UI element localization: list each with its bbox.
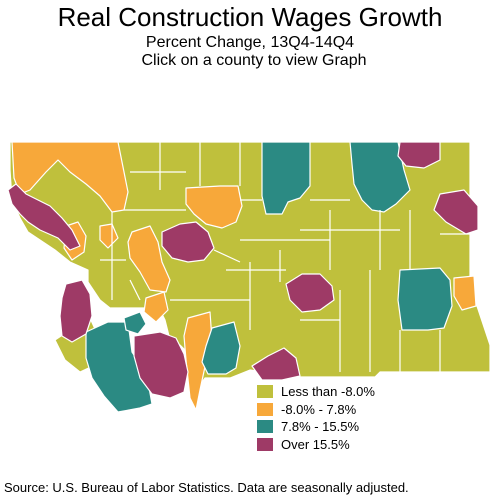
county-purple-sheridan[interactable] <box>397 141 441 169</box>
legend-swatch <box>257 402 273 416</box>
legend-item-7-8-to-15-5: 7.8% - 15.5% <box>257 418 375 436</box>
county-purple-ravalli[interactable] <box>59 279 93 343</box>
county-purple-treasure[interactable] <box>285 273 335 313</box>
county-orange-jefferson[interactable] <box>143 291 169 323</box>
county-orange-gallatin[interactable] <box>183 311 213 411</box>
map-title: Real Construction Wages Growth <box>57 2 443 32</box>
county-orange-fallon[interactable] <box>453 275 477 311</box>
county-purple-richland[interactable] <box>433 189 479 235</box>
map-subtitle: Percent Change, 13Q4-14Q4 <box>145 34 355 51</box>
county-orange-granite[interactable] <box>99 223 119 249</box>
county-purple-madison[interactable] <box>133 331 189 399</box>
county-orange-north-central[interactable] <box>185 185 243 229</box>
legend-item-neg8-to-7-8: -8.0% - 7.8% <box>257 401 375 419</box>
legend-swatch <box>257 420 273 434</box>
county-teal-silver-bow[interactable] <box>123 311 147 335</box>
legend-label: -8.0% - 7.8% <box>281 401 357 417</box>
county-orange-lewis-clark[interactable] <box>127 225 171 293</box>
legend-label: 7.8% - 15.5% <box>281 419 360 435</box>
county-teal-powder-river[interactable] <box>397 267 453 331</box>
legend-label: Over 15.5% <box>281 436 350 452</box>
source-note: Source: U.S. Bureau of Labor Statistics.… <box>4 480 409 495</box>
county-purple-cascade[interactable] <box>161 221 215 263</box>
legend-item-less-than-neg8: Less than -8.0% <box>257 383 375 401</box>
county-purple-sanders[interactable] <box>7 183 81 251</box>
map-instruction: Click on a county to view Graph <box>141 52 367 69</box>
county-purple-big-horn[interactable] <box>251 347 301 381</box>
legend-item-over-15-5: Over 15.5% <box>257 436 375 454</box>
legend-swatch <box>257 385 273 399</box>
county-borders <box>100 142 470 372</box>
legend: Less than -8.0% -8.0% - 7.8% 7.8% - 15.5… <box>257 383 375 453</box>
legend-swatch <box>257 437 273 451</box>
legend-label: Less than -8.0% <box>281 384 375 400</box>
county-teal-park[interactable] <box>201 321 241 375</box>
county-teal-phillips[interactable] <box>261 141 311 215</box>
